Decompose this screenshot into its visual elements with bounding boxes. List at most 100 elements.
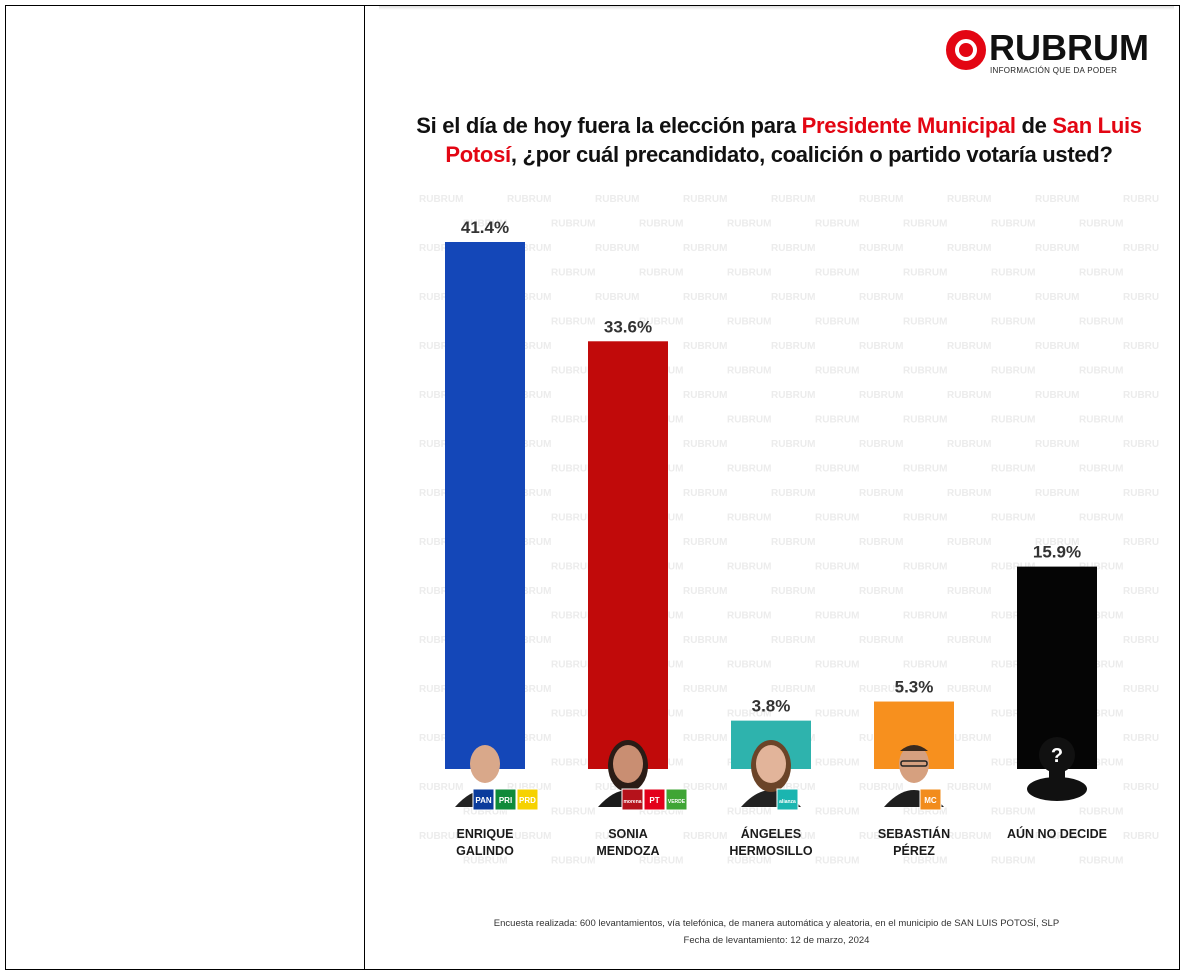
bar	[445, 242, 525, 769]
watermark-text: RUBRUM	[727, 268, 771, 279]
watermark-text: RUBRUM	[1123, 635, 1159, 646]
watermark-text: RUBRUM	[947, 194, 991, 205]
watermark-text: RUBRUM	[595, 292, 639, 303]
watermark-text: RUBRUM	[507, 831, 551, 842]
watermark-text: RUBRUM	[815, 611, 859, 622]
svg-text:?: ?	[1051, 745, 1063, 767]
watermark-text: RUBRUM	[1123, 390, 1159, 401]
watermark-text: RUBRUM	[683, 292, 727, 303]
watermark-text: RUBRUM	[683, 390, 727, 401]
watermark-text: RUBRUM	[551, 513, 595, 524]
watermark-text: RUBRUM	[727, 219, 771, 230]
watermark-text: RUBRUM	[1079, 660, 1123, 671]
watermark-text: RUBRUM	[991, 807, 1035, 818]
watermark-text: RUBRUM	[947, 684, 991, 695]
watermark-text: RUBRUM	[419, 782, 463, 793]
watermark-text: RUBRUM	[1035, 341, 1079, 352]
watermark-text: RUBRUM	[507, 586, 551, 597]
watermark-text: RUBRUM	[727, 807, 771, 818]
watermark-text: RUBRUM	[903, 464, 947, 475]
watermark-text: RUBRUM	[727, 660, 771, 671]
watermark-text: RUBRUM	[727, 464, 771, 475]
watermark-text: RUBRUM	[507, 194, 551, 205]
category-label: AÚN NO DECIDE	[1007, 826, 1107, 841]
watermark-text: RUBRUM	[595, 194, 639, 205]
value-label: 3.8%	[752, 697, 791, 716]
poll-infographic: RUBRUM INFORMACIÓN QUE DA PODER Si el dí…	[379, 6, 1174, 969]
watermark-text: RUBRUM	[1079, 513, 1123, 524]
watermark-text: RUBRUM	[947, 243, 991, 254]
watermark-text: RUBRUM	[815, 268, 859, 279]
svg-text:PT: PT	[649, 796, 659, 805]
watermark-text: RUBRUM	[903, 219, 947, 230]
watermark-text: RUBRUM	[991, 366, 1035, 377]
watermark-text: RUBRUM	[1035, 831, 1079, 842]
morena-party-logo: morena	[621, 788, 644, 811]
watermark-text: RUBRUM	[771, 684, 815, 695]
watermark-text: RUBRUM	[727, 513, 771, 524]
watermark-text: RUBRUM	[507, 341, 551, 352]
watermark-text: RUBRUM	[727, 709, 771, 720]
watermark-text: RUBRUM	[991, 562, 1035, 573]
watermark-text: RUBRUM	[859, 390, 903, 401]
watermark-text: RUBRUM	[991, 317, 1035, 328]
category-label: GALINDO	[456, 844, 514, 858]
watermark-text: RUBRUM	[551, 464, 595, 475]
watermark-text: RUBRUM	[859, 537, 903, 548]
watermark-text: RUBRUM	[815, 807, 859, 818]
value-label: 41.4%	[461, 218, 509, 237]
watermark-text: RUBRUM	[1079, 464, 1123, 475]
watermark-text: RUBRUM	[419, 292, 463, 303]
pt-party-logo: PT	[643, 788, 666, 811]
watermark-text: RUBRUM	[991, 611, 1035, 622]
watermark-text: RUBRUM	[991, 758, 1035, 769]
watermark-text: RUBRUM	[727, 317, 771, 328]
mc-party-logo: MC	[919, 788, 942, 811]
watermark-text: RUBRUM	[1079, 611, 1123, 622]
watermark-text: RUBRUM	[639, 317, 683, 328]
watermark-text: RUBRUM	[683, 488, 727, 499]
watermark-text: RUBRUM	[683, 341, 727, 352]
watermark-text: RUBRUM	[1035, 292, 1079, 303]
watermark-text: RUBRUM	[1123, 341, 1159, 352]
watermark-text: RUBRUM	[771, 831, 815, 842]
watermark-text: RUBRUM	[903, 562, 947, 573]
watermark-text: RUBRUM	[551, 709, 595, 720]
watermark-text: RUBRUM	[1123, 684, 1159, 695]
svg-text:alianza: alianza	[779, 799, 796, 805]
watermark-text: RUBRUM	[551, 317, 595, 328]
watermark-text: RUBRUM	[683, 684, 727, 695]
watermark-text: RUBRUM	[1035, 488, 1079, 499]
watermark-text: RUBRUM	[815, 219, 859, 230]
watermark-text: RUBRUM	[507, 488, 551, 499]
svg-text:morena: morena	[623, 799, 641, 805]
watermark-text: RUBRUM	[815, 366, 859, 377]
watermark-text: RUBRUM	[595, 831, 639, 842]
watermark-text: RUBRUM	[683, 586, 727, 597]
watermark-text: RUBRUM	[815, 562, 859, 573]
title-part-2: de	[1015, 113, 1053, 138]
watermark-text: RUBRUM	[947, 586, 991, 597]
watermark-text: RUBRUM	[639, 856, 683, 867]
alianza-party-logo: alianza	[776, 788, 799, 811]
watermark-text: RUBRUM	[859, 831, 903, 842]
watermark-text: RUBRUM	[991, 856, 1035, 867]
watermark-text: RUBRUM	[463, 219, 507, 230]
watermark-text: RUBRUM	[1123, 831, 1159, 842]
watermark-text: RUBRUM	[903, 268, 947, 279]
svg-text:PRD: PRD	[519, 796, 536, 805]
watermark-text: RUBRUM	[551, 415, 595, 426]
watermark-text: RUBRUM	[1079, 856, 1123, 867]
watermark-text: RUBRUM	[683, 243, 727, 254]
watermark-text: RUBRUM	[771, 635, 815, 646]
watermark-text: RUBRUM	[1035, 439, 1079, 450]
pan-party-logo: PAN	[472, 788, 495, 811]
watermark-text: RUBRUM	[683, 439, 727, 450]
svg-text:VERDE: VERDE	[668, 799, 686, 805]
watermark-text: RUBRUM	[947, 537, 991, 548]
title-part-1: Si el día de hoy fuera la elección para	[416, 113, 802, 138]
watermark-text: RUBRUM	[419, 243, 463, 254]
value-label: 5.3%	[895, 678, 934, 697]
watermark-text: RUBRUM	[1123, 292, 1159, 303]
watermark-text: RUBRUM	[419, 684, 463, 695]
